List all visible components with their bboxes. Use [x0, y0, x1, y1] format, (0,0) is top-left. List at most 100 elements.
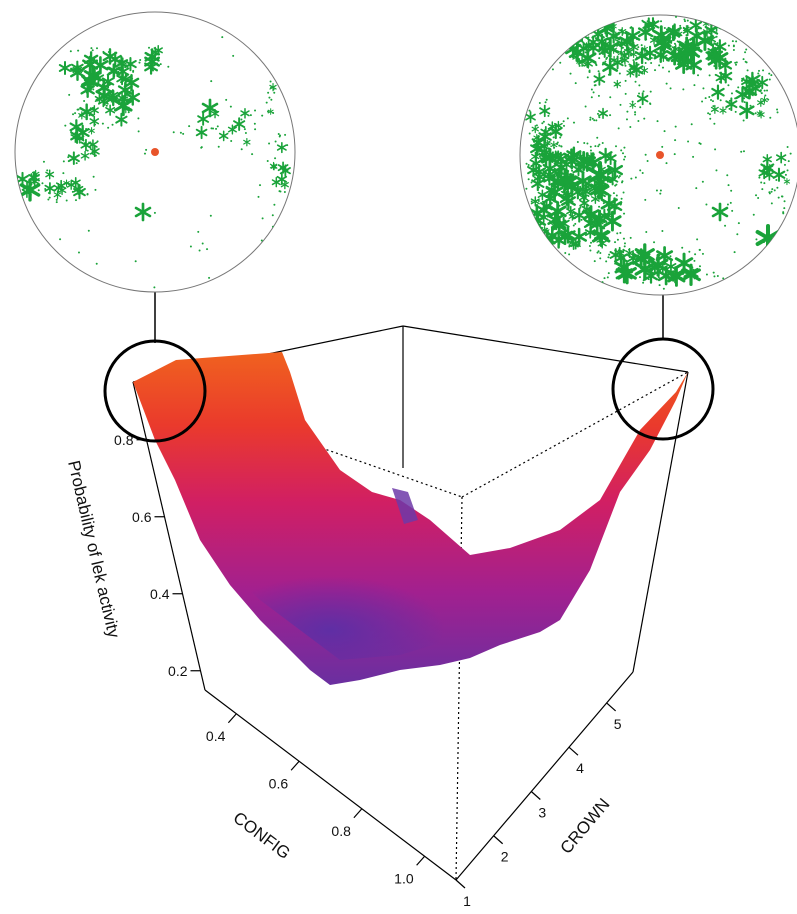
inset-right-star	[587, 161, 613, 189]
inset-right-dot	[650, 57, 653, 60]
config-tick-label-0: 0.4	[206, 728, 226, 744]
inset-left-dot	[269, 80, 272, 83]
inset-right-dot	[546, 47, 549, 50]
hidden-edge-top	[132, 381, 463, 498]
inset-right-dot	[574, 222, 577, 225]
inset-right-dot	[594, 145, 597, 148]
inset-left-dot	[261, 217, 264, 220]
inset-right-dot	[661, 145, 664, 148]
inset-right-dot	[551, 68, 554, 71]
inset-right-dot	[629, 236, 632, 239]
inset-right-dot	[675, 15, 678, 18]
inset-right-dot	[617, 249, 620, 252]
inset-right-dot	[583, 141, 586, 144]
hidden-edge-vertical	[455, 496, 463, 881]
inset-right-dot	[622, 251, 625, 254]
inset-left-dot	[120, 66, 123, 69]
inset-right-dot	[621, 46, 624, 49]
inset-left-dot	[143, 152, 146, 155]
crown-tick-4	[606, 702, 617, 712]
inset-right-dot	[598, 205, 601, 208]
inset-right-dot	[588, 69, 591, 72]
inset-right-dot	[740, 31, 743, 34]
inset-right-dot	[547, 192, 550, 195]
crown-tick-label-2: 3	[538, 804, 546, 820]
inset-right-dot	[567, 153, 570, 156]
inset-right-dot	[579, 185, 582, 188]
inset-right-dot	[597, 237, 600, 240]
inset-right-dot	[617, 127, 620, 130]
inset-right-dot	[734, 97, 737, 100]
inset-right-star	[566, 19, 574, 28]
inset-right-dot	[607, 54, 610, 57]
inset-left-dot	[86, 192, 89, 195]
inset-left-dot	[127, 64, 130, 67]
inset-left-dot	[229, 105, 232, 108]
inset-right-star	[711, 84, 725, 100]
inset-right-dot	[756, 256, 759, 259]
inset-right-dot	[770, 74, 773, 77]
inset-left-dot	[266, 110, 269, 113]
inset-right-dot	[742, 77, 745, 80]
inset-right-dot	[595, 64, 598, 67]
inset-right-dot	[782, 212, 785, 215]
inset-right-dot	[734, 110, 737, 113]
inset-right-dot	[561, 22, 564, 25]
inset-right-dot	[737, 280, 740, 283]
inset-left-star	[45, 169, 55, 180]
inset-right-dot	[554, 162, 557, 165]
inset-right-dot	[758, 74, 761, 77]
inset-right-dot	[763, 164, 766, 167]
box-edge-left-vertical	[132, 381, 206, 691]
inset-right-star	[689, 18, 703, 33]
box-edge-bottom-right	[455, 671, 634, 881]
inset-right-dot	[698, 248, 701, 251]
inset-right-star	[540, 146, 552, 159]
inset-right-dot	[571, 169, 574, 172]
inset-right-star	[554, 171, 561, 179]
inset-right-dot	[673, 153, 676, 156]
inset-right-dot	[673, 38, 676, 41]
inset-right-dot	[768, 192, 771, 195]
inset-right-dot	[533, 242, 536, 245]
inset-left-star	[227, 124, 237, 135]
inset-right-dot	[537, 149, 540, 152]
inset-right-dot	[623, 158, 626, 161]
inset-right-dot	[679, 58, 682, 61]
inset-right-dot	[567, 183, 570, 186]
inset-left-dot	[151, 69, 154, 72]
inset-right-dot	[639, 51, 642, 54]
inset-right-dot	[744, 60, 747, 63]
crown-tick-label-1: 2	[501, 849, 509, 865]
inset-right-dot	[565, 229, 568, 232]
inset-right-star	[577, 56, 587, 67]
inset-right-dot	[598, 57, 601, 60]
inset-right-dot	[761, 188, 764, 191]
inset-left-dot	[274, 157, 277, 160]
inset-left-dot	[172, 131, 175, 134]
inset-right-star	[560, 232, 570, 244]
inset-right-dot	[783, 163, 786, 166]
inset-right-dot	[740, 150, 743, 153]
inset-left-dot	[62, 172, 65, 175]
inset-right-dot	[708, 113, 711, 116]
inset-right-dot	[607, 65, 610, 68]
inset-right-dot	[634, 113, 637, 116]
inset-right-dot	[756, 28, 759, 31]
inset-right-dot	[544, 101, 547, 104]
inset-right-dot	[562, 218, 565, 221]
inset-right-dot	[714, 73, 717, 76]
inset-right-dot	[620, 149, 623, 152]
inset-left-dot	[94, 154, 97, 157]
inset-left-dot	[151, 67, 154, 70]
inset-left-dot	[257, 195, 260, 198]
inset-right-dot	[599, 257, 602, 260]
inset-left-dot	[87, 229, 90, 232]
inset-right-dot	[699, 142, 702, 145]
inset-left-dot	[270, 98, 273, 101]
inset-right-star	[629, 101, 636, 109]
inset-right-dot	[732, 48, 735, 51]
inset-right-dot	[710, 99, 713, 102]
inset-left-dot	[107, 126, 110, 129]
inset-right-dot	[621, 181, 624, 184]
